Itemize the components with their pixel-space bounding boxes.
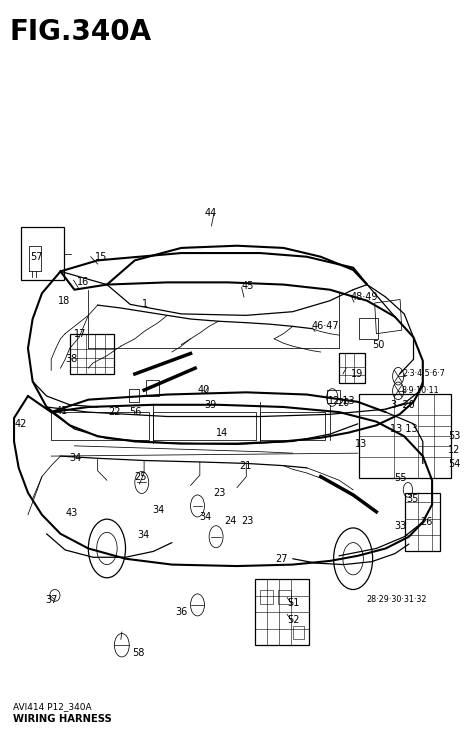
- Text: 24: 24: [224, 515, 237, 526]
- Bar: [51, 412, 149, 440]
- Bar: [129, 389, 139, 402]
- Text: 38: 38: [65, 355, 77, 364]
- Bar: [260, 589, 273, 604]
- Text: 35: 35: [407, 494, 419, 503]
- Text: 19: 19: [351, 369, 363, 379]
- Text: 13: 13: [356, 438, 368, 449]
- Text: 36: 36: [176, 607, 188, 617]
- Text: 20: 20: [337, 399, 349, 408]
- Text: 44: 44: [204, 208, 217, 218]
- Text: 26: 26: [420, 517, 433, 527]
- Text: 14: 14: [216, 428, 228, 438]
- Bar: [260, 412, 325, 440]
- Bar: [146, 380, 159, 396]
- Bar: [359, 319, 378, 339]
- Text: 17: 17: [74, 328, 87, 339]
- Text: 41: 41: [56, 405, 68, 416]
- Text: 34: 34: [153, 505, 164, 515]
- Text: 21: 21: [239, 461, 252, 470]
- Text: WIRING HARNESS: WIRING HARNESS: [13, 714, 112, 724]
- Bar: [21, 227, 64, 280]
- Text: 23: 23: [213, 488, 225, 497]
- Bar: [327, 390, 340, 403]
- Text: 51: 51: [287, 598, 300, 607]
- Text: 18: 18: [58, 295, 71, 306]
- Text: 46·47: 46·47: [311, 322, 339, 331]
- Bar: [278, 589, 291, 604]
- Text: 15: 15: [95, 252, 108, 262]
- Text: 27: 27: [275, 554, 288, 564]
- Text: 37: 37: [46, 595, 58, 605]
- Text: 28·29·30·31·32: 28·29·30·31·32: [366, 595, 427, 604]
- Text: 52: 52: [287, 615, 300, 625]
- Bar: [154, 412, 255, 440]
- Text: 43: 43: [65, 509, 77, 518]
- Text: 23: 23: [242, 515, 254, 526]
- Text: 56: 56: [129, 407, 142, 417]
- Text: 34: 34: [137, 530, 149, 540]
- Text: 2·3·4·5·6·7: 2·3·4·5·6·7: [402, 370, 445, 378]
- Bar: [70, 334, 114, 374]
- Text: 39: 39: [204, 399, 217, 410]
- Text: 1: 1: [142, 299, 148, 310]
- Bar: [374, 299, 402, 334]
- Bar: [405, 493, 440, 551]
- Text: 12: 12: [448, 445, 461, 456]
- Text: FIG.340A: FIG.340A: [9, 19, 152, 46]
- Text: 34: 34: [199, 512, 211, 522]
- Text: 33: 33: [394, 521, 406, 532]
- Text: 22: 22: [108, 407, 120, 417]
- Text: 54: 54: [448, 459, 461, 469]
- Text: 50: 50: [372, 340, 384, 349]
- Text: 42: 42: [15, 419, 27, 429]
- Text: 12·13: 12·13: [328, 396, 355, 406]
- Text: 45: 45: [242, 281, 254, 291]
- Text: 8·9·10·11: 8·9·10·11: [402, 386, 439, 395]
- Text: 40: 40: [198, 385, 210, 395]
- Text: 13 13: 13 13: [390, 424, 418, 434]
- Bar: [359, 393, 451, 478]
- Text: 25: 25: [134, 472, 146, 482]
- Text: 48·49: 48·49: [351, 292, 378, 302]
- Text: 58: 58: [132, 648, 145, 657]
- Text: 34: 34: [69, 453, 81, 463]
- Text: 57: 57: [30, 252, 43, 262]
- Text: 16: 16: [77, 278, 89, 287]
- Bar: [255, 579, 310, 646]
- Text: 53: 53: [448, 432, 461, 441]
- Text: AVI414 P12_340A: AVI414 P12_340A: [13, 702, 92, 711]
- Bar: [293, 626, 304, 640]
- Text: 3‒20: 3‒20: [390, 399, 415, 410]
- Text: 55: 55: [394, 473, 407, 483]
- Bar: [339, 354, 365, 383]
